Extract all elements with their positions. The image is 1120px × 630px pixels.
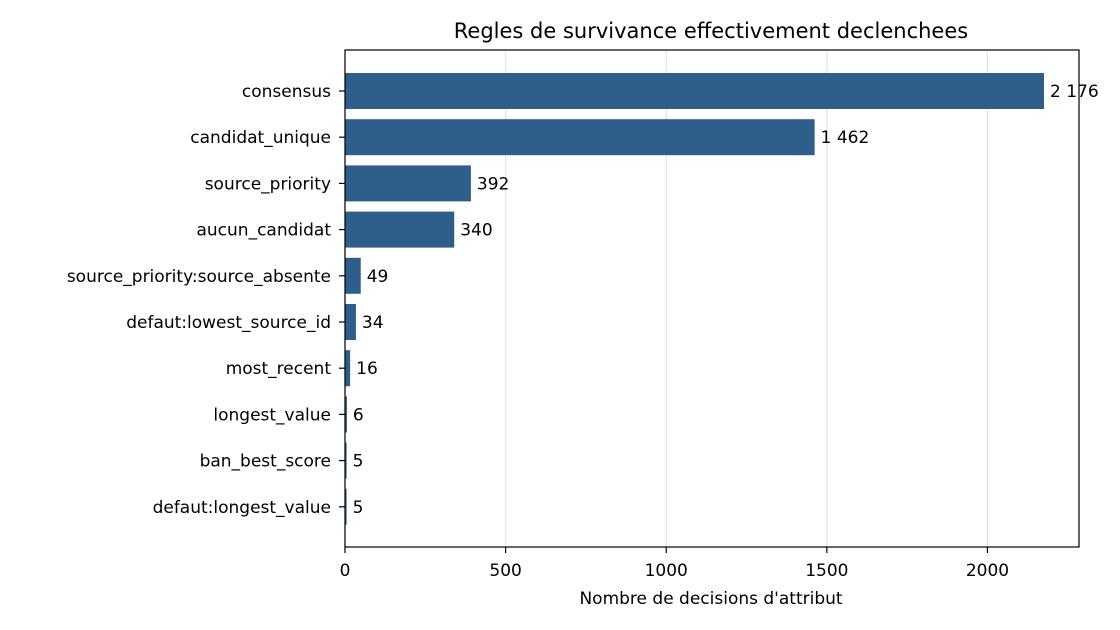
x-tick-label: 2000 bbox=[966, 561, 1009, 581]
x-tick-label: 1000 bbox=[645, 561, 688, 581]
x-axis-ticks: 0 500 1000 1500 2000 bbox=[340, 547, 1009, 581]
category-label: defaut:longest_value bbox=[153, 498, 331, 518]
bars bbox=[345, 73, 1044, 525]
category-label: ban_best_score bbox=[200, 452, 331, 472]
x-tick-label: 1500 bbox=[805, 561, 848, 581]
bar-defaut-lowest-source-id bbox=[345, 304, 356, 340]
value-label: 5 bbox=[353, 498, 364, 518]
category-label: aucun_candidat bbox=[196, 221, 331, 241]
bar-consensus bbox=[345, 73, 1044, 109]
bar-source-priority-source-absente bbox=[345, 257, 361, 294]
value-label: 34 bbox=[362, 313, 384, 333]
category-label: source_priority bbox=[205, 174, 331, 194]
bar-most-recent bbox=[345, 350, 351, 387]
value-label: 49 bbox=[367, 267, 389, 287]
category-label: most_recent bbox=[226, 359, 332, 379]
bar-source-priority bbox=[345, 165, 471, 202]
value-label: 5 bbox=[353, 452, 364, 472]
y-axis-ticks: consensus candidat_unique source_prioritya… bbox=[67, 82, 345, 518]
bar-longest-value bbox=[345, 396, 347, 433]
category-label: longest_value bbox=[213, 405, 331, 425]
value-labels: 2 176 1 462 392 340 49 34 16 6 5 5 bbox=[353, 82, 1099, 518]
value-label: 16 bbox=[356, 359, 378, 379]
value-label: 2 176 bbox=[1050, 82, 1099, 102]
x-tick-label: 0 bbox=[340, 561, 351, 581]
value-label: 6 bbox=[353, 405, 364, 425]
bar-defaut-longest-value bbox=[345, 488, 347, 525]
value-label: 392 bbox=[477, 174, 509, 194]
category-label: source_priority:source_absente bbox=[67, 267, 331, 287]
value-label: 340 bbox=[460, 221, 492, 241]
category-label: defaut:lowest_source_id bbox=[126, 313, 331, 333]
bar-candidat-unique bbox=[345, 119, 815, 156]
category-label: consensus bbox=[242, 82, 331, 102]
chart-title: Regles de survivance effectivement decle… bbox=[454, 19, 968, 43]
bar-ban-best-score bbox=[345, 442, 347, 479]
plot-frame bbox=[344, 49, 1080, 548]
category-label: candidat_unique bbox=[190, 128, 331, 148]
x-tick-label: 500 bbox=[489, 561, 521, 581]
value-label: 1 462 bbox=[821, 128, 870, 148]
bar-aucun-candidat bbox=[345, 211, 455, 248]
x-axis-label: Nombre de decisions d'attribut bbox=[579, 589, 842, 609]
